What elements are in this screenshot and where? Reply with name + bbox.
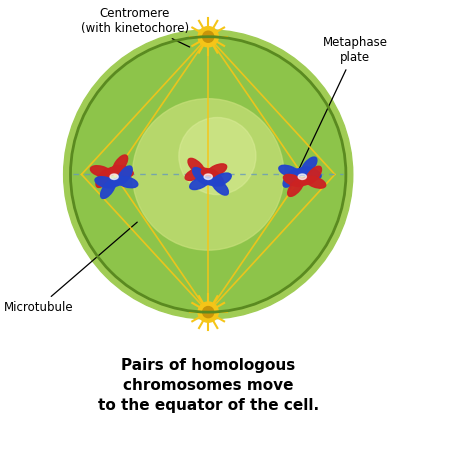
Ellipse shape (112, 155, 128, 174)
Circle shape (132, 99, 284, 250)
Circle shape (203, 307, 214, 318)
Ellipse shape (201, 168, 210, 176)
Ellipse shape (204, 174, 212, 179)
Ellipse shape (206, 164, 227, 177)
Circle shape (64, 30, 353, 319)
Circle shape (203, 31, 214, 42)
Ellipse shape (188, 158, 205, 175)
Circle shape (179, 118, 256, 195)
Ellipse shape (305, 176, 326, 188)
Ellipse shape (110, 174, 118, 179)
Ellipse shape (305, 166, 321, 185)
Ellipse shape (288, 178, 304, 196)
Ellipse shape (96, 168, 111, 187)
Ellipse shape (211, 173, 231, 186)
Ellipse shape (206, 178, 215, 185)
Ellipse shape (100, 179, 116, 198)
Ellipse shape (279, 165, 300, 177)
Ellipse shape (190, 177, 210, 190)
Text: Metaphase
plate: Metaphase plate (297, 36, 388, 174)
Ellipse shape (185, 168, 206, 180)
Text: Microtubule: Microtubule (3, 222, 137, 314)
Ellipse shape (300, 178, 309, 185)
Circle shape (198, 27, 219, 47)
Ellipse shape (192, 168, 210, 185)
Ellipse shape (298, 174, 306, 179)
Ellipse shape (283, 174, 304, 186)
Circle shape (71, 37, 346, 312)
Text: Pairs of homologous
chromosomes move
to the equator of the cell.: Pairs of homologous chromosomes move to … (98, 358, 319, 413)
Ellipse shape (117, 166, 132, 185)
Ellipse shape (95, 177, 117, 188)
Ellipse shape (301, 157, 317, 175)
Ellipse shape (295, 168, 304, 176)
Ellipse shape (107, 168, 116, 175)
Ellipse shape (211, 178, 228, 195)
Ellipse shape (207, 169, 224, 186)
Ellipse shape (112, 179, 121, 186)
Ellipse shape (91, 166, 112, 177)
Ellipse shape (283, 169, 299, 187)
Ellipse shape (300, 167, 321, 179)
Circle shape (198, 302, 219, 322)
Text: Centromere
(with kinetochore): Centromere (with kinetochore) (81, 6, 190, 47)
Ellipse shape (112, 165, 133, 177)
Ellipse shape (117, 176, 138, 188)
